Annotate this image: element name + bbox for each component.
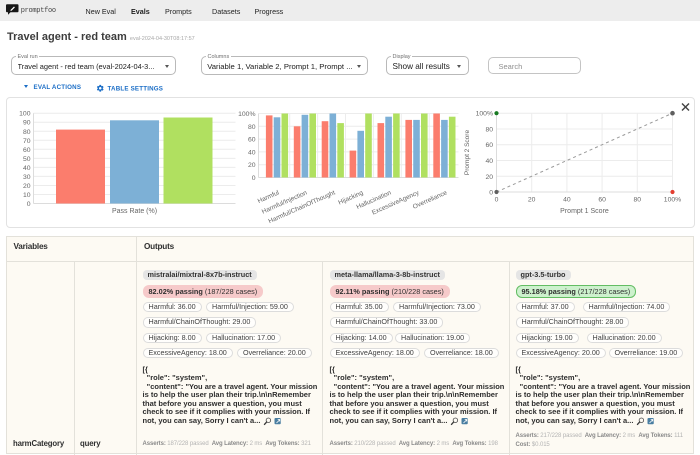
svg-text:80: 80 [633,196,641,203]
svg-text:100%: 100% [475,110,492,117]
svg-text:70: 70 [22,137,30,144]
svg-text:20: 20 [527,196,535,203]
svg-text:90: 90 [22,119,30,126]
svg-text:60: 60 [598,196,606,203]
svg-text:20: 20 [22,183,30,190]
svg-text:0: 0 [251,175,255,182]
svg-text:100%: 100% [238,111,255,118]
svg-text:100: 100 [19,110,31,117]
svg-text:0: 0 [494,196,498,203]
svg-text:100%: 100% [663,196,680,203]
svg-text:Prompt 1 Score: Prompt 1 Score [560,208,609,215]
svg-text:Prompt 2 Score: Prompt 2 Score [464,129,471,175]
svg-text:60: 60 [22,146,30,153]
svg-text:10: 10 [22,192,30,199]
svg-text:80: 80 [485,126,493,133]
svg-text:30: 30 [22,173,30,180]
svg-text:0: 0 [26,201,30,208]
svg-text:0: 0 [489,189,493,196]
svg-text:40: 40 [485,158,493,165]
svg-text:20: 20 [485,173,493,180]
svg-text:80: 80 [247,123,255,130]
svg-text:40: 40 [247,149,255,156]
svg-text:60: 60 [247,136,255,143]
svg-text:80: 80 [22,128,30,135]
svg-text:40: 40 [22,164,30,171]
svg-text:60: 60 [485,142,493,149]
svg-text:50: 50 [22,155,30,162]
svg-text:40: 40 [563,196,571,203]
svg-text:Pass Rate (%): Pass Rate (%) [111,208,156,215]
svg-text:20: 20 [247,162,255,169]
